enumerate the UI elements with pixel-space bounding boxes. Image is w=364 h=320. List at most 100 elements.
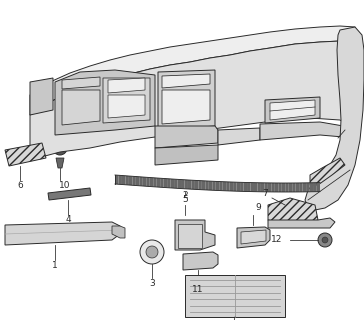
- Polygon shape: [162, 74, 210, 88]
- Polygon shape: [209, 181, 212, 190]
- Ellipse shape: [53, 141, 67, 155]
- Polygon shape: [216, 181, 219, 190]
- Text: 4: 4: [65, 215, 71, 225]
- Polygon shape: [260, 122, 355, 140]
- Polygon shape: [188, 180, 191, 189]
- Polygon shape: [289, 183, 292, 192]
- Polygon shape: [226, 182, 230, 191]
- Circle shape: [318, 233, 332, 247]
- Polygon shape: [264, 183, 268, 192]
- Text: 7: 7: [262, 189, 268, 198]
- Polygon shape: [250, 183, 254, 192]
- Polygon shape: [5, 143, 46, 166]
- Polygon shape: [265, 97, 320, 123]
- Polygon shape: [162, 90, 210, 124]
- Polygon shape: [233, 182, 237, 191]
- Polygon shape: [278, 183, 282, 192]
- Polygon shape: [270, 100, 315, 120]
- Polygon shape: [122, 175, 126, 185]
- Polygon shape: [254, 183, 257, 192]
- Polygon shape: [282, 183, 285, 192]
- Polygon shape: [108, 78, 145, 93]
- Polygon shape: [129, 176, 132, 185]
- Polygon shape: [218, 128, 260, 145]
- Polygon shape: [143, 177, 146, 186]
- Polygon shape: [118, 175, 122, 185]
- Polygon shape: [285, 183, 289, 192]
- Circle shape: [17, 230, 23, 236]
- Text: 6: 6: [17, 181, 23, 190]
- Polygon shape: [132, 176, 136, 186]
- Polygon shape: [108, 95, 145, 118]
- Polygon shape: [271, 183, 275, 192]
- Text: 2: 2: [182, 191, 188, 200]
- Polygon shape: [30, 41, 355, 160]
- Polygon shape: [191, 180, 195, 189]
- Polygon shape: [55, 70, 155, 135]
- Polygon shape: [185, 180, 188, 189]
- Bar: [185, 275, 285, 317]
- Polygon shape: [171, 179, 174, 188]
- Text: 11: 11: [192, 285, 204, 294]
- Circle shape: [322, 237, 328, 243]
- Polygon shape: [56, 158, 64, 168]
- Polygon shape: [223, 182, 226, 191]
- Polygon shape: [155, 126, 218, 148]
- Polygon shape: [62, 77, 100, 89]
- Polygon shape: [126, 176, 129, 185]
- Polygon shape: [198, 180, 202, 190]
- Polygon shape: [268, 183, 271, 192]
- Polygon shape: [167, 179, 171, 188]
- Polygon shape: [175, 220, 215, 250]
- Polygon shape: [244, 182, 247, 191]
- Text: 10: 10: [59, 181, 71, 190]
- Polygon shape: [139, 177, 143, 186]
- Text: 12: 12: [270, 236, 282, 244]
- Polygon shape: [292, 183, 296, 192]
- Polygon shape: [296, 183, 299, 192]
- Polygon shape: [103, 78, 150, 123]
- Polygon shape: [136, 177, 139, 186]
- Polygon shape: [310, 158, 345, 185]
- Polygon shape: [275, 183, 278, 192]
- Text: 1: 1: [52, 260, 58, 269]
- Polygon shape: [153, 178, 157, 187]
- Polygon shape: [183, 252, 218, 270]
- Polygon shape: [306, 183, 309, 192]
- Polygon shape: [157, 178, 160, 187]
- Text: 5: 5: [182, 196, 188, 204]
- Polygon shape: [62, 90, 100, 125]
- Polygon shape: [30, 26, 355, 115]
- Polygon shape: [299, 183, 302, 192]
- Polygon shape: [261, 183, 264, 192]
- Polygon shape: [313, 183, 317, 192]
- Polygon shape: [174, 179, 178, 188]
- Polygon shape: [237, 227, 270, 248]
- Polygon shape: [309, 183, 313, 192]
- Polygon shape: [115, 175, 118, 184]
- Polygon shape: [178, 224, 202, 248]
- Polygon shape: [302, 183, 306, 192]
- Polygon shape: [181, 180, 185, 189]
- Text: 3: 3: [149, 279, 155, 289]
- Polygon shape: [205, 181, 209, 190]
- Polygon shape: [268, 198, 318, 226]
- Circle shape: [140, 240, 164, 264]
- Polygon shape: [219, 181, 223, 191]
- Polygon shape: [241, 230, 266, 244]
- Circle shape: [146, 246, 158, 258]
- Circle shape: [52, 228, 58, 234]
- Polygon shape: [150, 178, 153, 187]
- Polygon shape: [317, 183, 320, 192]
- Polygon shape: [268, 218, 335, 228]
- Polygon shape: [305, 27, 364, 210]
- Polygon shape: [112, 226, 125, 238]
- Polygon shape: [230, 182, 233, 191]
- Polygon shape: [48, 188, 91, 200]
- Polygon shape: [155, 145, 218, 165]
- Text: 9: 9: [255, 203, 261, 212]
- Polygon shape: [164, 179, 167, 188]
- Polygon shape: [212, 181, 216, 190]
- Polygon shape: [178, 179, 181, 188]
- Polygon shape: [195, 180, 198, 189]
